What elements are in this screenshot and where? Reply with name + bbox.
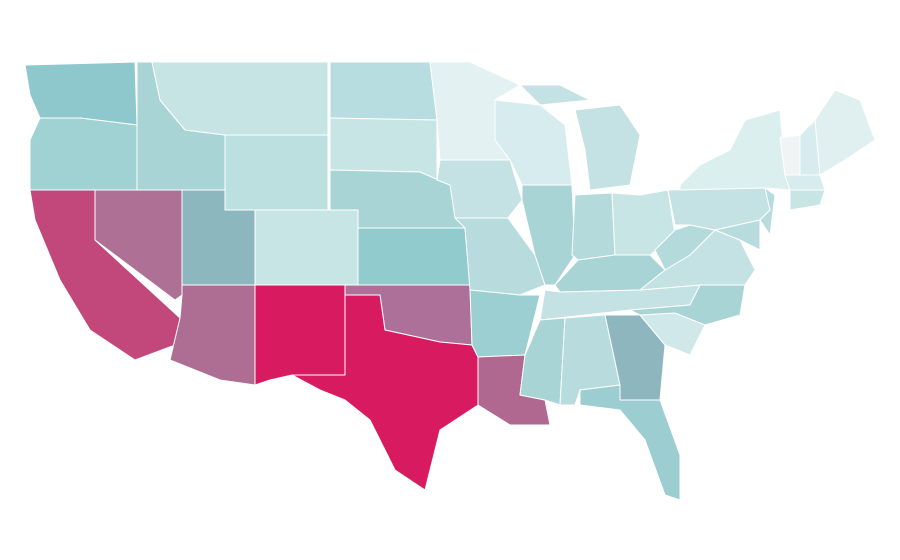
state-region [521, 184, 576, 286]
state-region [714, 219, 761, 251]
state-region [629, 284, 746, 326]
state-region [329, 61, 438, 121]
state-region [291, 294, 479, 491]
state-region [357, 227, 471, 286]
state-region [169, 284, 256, 386]
state-region [759, 187, 776, 236]
state-region [571, 192, 616, 261]
state-region [784, 174, 826, 191]
state-region [24, 61, 138, 126]
state-region [519, 84, 591, 106]
state-region [574, 104, 641, 191]
state-region [29, 117, 138, 191]
state-region [224, 134, 329, 211]
state-region [254, 284, 346, 386]
states [24, 61, 876, 501]
state-region [789, 189, 826, 211]
state-region [579, 384, 681, 501]
state-region [454, 217, 546, 296]
state-region [814, 89, 876, 176]
state-region [254, 209, 359, 286]
state-region [679, 109, 791, 191]
